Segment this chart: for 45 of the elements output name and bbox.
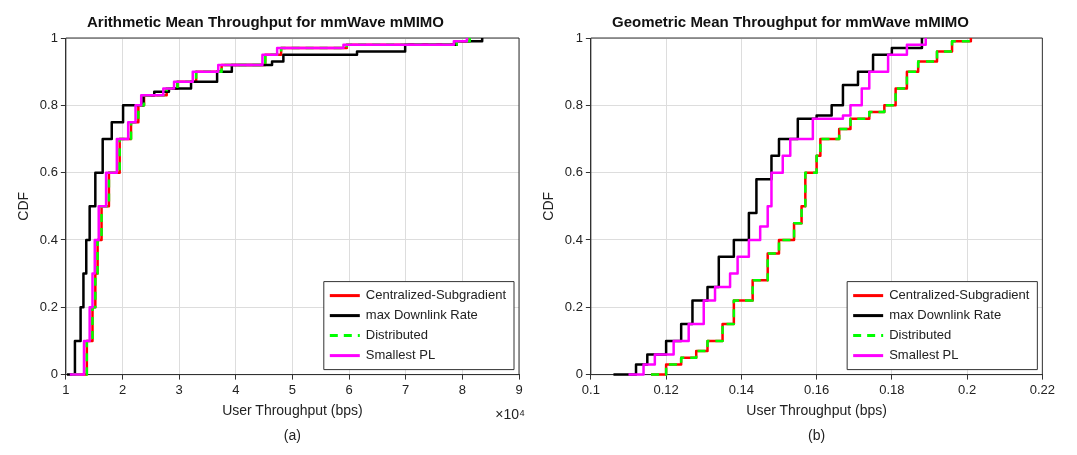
legend-label: Smallest PL xyxy=(889,347,959,363)
x-tick-label: 0.14 xyxy=(728,381,755,397)
chart-title: Arithmetic Mean Throughput for mmWave mMIMO xyxy=(87,13,445,31)
y-tick-label: 0.4 xyxy=(564,231,583,247)
y-tick-label: 0.8 xyxy=(564,96,583,112)
chart-title: Geometric Mean Throughput for mmWave mMIMO xyxy=(612,13,970,31)
legend-label: Centralized-Subgradient xyxy=(889,287,1030,303)
y-tick-label: 0.2 xyxy=(564,298,583,314)
y-tick-label: 1 xyxy=(50,29,58,45)
x-tick-label: 0.2 xyxy=(958,381,977,397)
y-tick-label: 0.2 xyxy=(39,298,58,314)
x-tick-label: 8 xyxy=(458,381,466,397)
x-axis-title: User Throughput (bps) xyxy=(746,402,887,419)
text: (b) xyxy=(808,427,826,443)
text: ×10⁴ xyxy=(495,405,525,422)
legend-label: max Downlink Rate xyxy=(365,307,478,323)
y-axis-title: CDF xyxy=(15,191,32,221)
legend-label: Distributed xyxy=(889,327,952,343)
x-tick-label: 6 xyxy=(345,381,353,397)
x-tick-label: 0.22 xyxy=(1029,381,1056,397)
x-tick-label: 0.16 xyxy=(803,381,830,397)
y-tick-label: 0.6 xyxy=(564,164,583,180)
y-tick-label: 0.6 xyxy=(39,164,58,180)
y-tick-label: 1 xyxy=(575,29,583,45)
x-tick-label: 0.18 xyxy=(879,381,905,397)
x-tick-label: 7 xyxy=(402,381,410,397)
x-tick-label: 5 xyxy=(288,381,297,397)
legend-label: Distributed xyxy=(365,327,428,343)
y-tick-label: 0.4 xyxy=(39,231,58,247)
y-tick-label: 0 xyxy=(50,366,58,382)
x-tick-label: 1 xyxy=(62,381,70,397)
y-tick-label: 0 xyxy=(575,366,583,382)
legend-label: max Downlink Rate xyxy=(889,307,1002,323)
text: (a) xyxy=(283,427,301,443)
y-axis-title: CDF xyxy=(540,191,557,221)
legend-label: Centralized-Subgradient xyxy=(365,287,507,303)
x-tick-label: 9 xyxy=(515,381,523,397)
x-tick-label: 3 xyxy=(175,381,183,397)
x-tick-label: 0.1 xyxy=(581,381,600,397)
x-tick-label: 4 xyxy=(232,381,240,397)
legend-label: Smallest PL xyxy=(365,347,436,363)
y-tick-label: 0.8 xyxy=(39,96,58,112)
x-tick-label: 2 xyxy=(118,381,127,397)
x-axis-title: User Throughput (bps) xyxy=(222,402,363,419)
x-tick-label: 0.12 xyxy=(653,381,679,397)
